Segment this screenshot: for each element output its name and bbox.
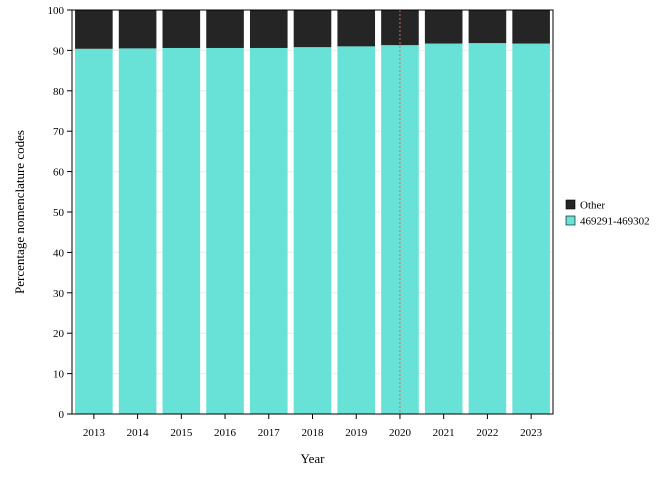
y-tick-label: 100: [48, 5, 65, 17]
y-tick-label: 90: [53, 45, 65, 57]
x-tick-label: 2019: [345, 427, 368, 439]
bar-other-2023: [512, 10, 550, 44]
bar-469291-469302-2015: [162, 47, 201, 414]
legend: Other 469291-469302: [565, 199, 650, 228]
legend-label-other: Other: [580, 200, 605, 212]
x-axis-title: Year: [301, 451, 326, 466]
x-tick-label: 2017: [258, 427, 281, 439]
bar-469291-469302-2023: [512, 43, 550, 414]
x-tick-label: 2015: [170, 427, 193, 439]
legend-swatch-other: [565, 199, 576, 210]
bar-469291-469302-2013: [75, 48, 113, 415]
x-tick-label: 2016: [214, 427, 237, 439]
y-axis: 0 10 20 30 40 50 60 70 80 90 100: [48, 5, 72, 421]
bar-other-2017: [249, 10, 288, 48]
bar-other-2015: [162, 10, 201, 48]
legend-label-469291-469302: 469291-469302: [580, 216, 650, 228]
x-tick-label: 2022: [476, 427, 498, 439]
x-tick-label: 2020: [389, 427, 412, 439]
y-tick-label: 0: [59, 409, 65, 421]
bar-469291-469302-2019: [337, 46, 376, 415]
bar-other-2021: [424, 10, 463, 44]
y-tick-label: 70: [53, 126, 65, 138]
bar-other-2022: [468, 10, 507, 44]
bars: [75, 10, 550, 415]
x-tick-label: 2021: [433, 427, 455, 439]
y-tick-label: 20: [53, 328, 65, 340]
bar-469291-469302-2022: [468, 43, 507, 415]
bar-other-2014: [118, 10, 157, 49]
y-tick-label: 10: [53, 369, 65, 381]
bar-469291-469302-2014: [118, 48, 157, 414]
y-tick-label: 30: [53, 288, 65, 300]
bar-other-2016: [206, 10, 244, 48]
bar-other-2018: [293, 10, 332, 48]
y-axis-title: Percentage nomenclature codes: [12, 130, 27, 294]
x-tick-label: 2013: [83, 427, 106, 439]
y-tick-label: 60: [53, 167, 65, 179]
bar-469291-469302-2016: [206, 47, 244, 414]
bar-469291-469302-2018: [293, 47, 332, 414]
y-tick-label: 80: [53, 86, 65, 98]
x-tick-label: 2014: [127, 427, 150, 439]
x-axis: 2013 2014 2015 2016 2017 2018 2019 2020 2021 2022…: [83, 414, 543, 439]
bar-469291-469302-2021: [424, 43, 463, 414]
x-tick-label: 2018: [302, 427, 325, 439]
y-tick-label: 40: [53, 247, 65, 259]
y-tick-label: 50: [53, 207, 65, 219]
bar-other-2013: [75, 10, 113, 49]
bar-469291-469302-2017: [249, 47, 288, 414]
legend-swatch-469291-469302: [565, 215, 576, 226]
x-tick-label: 2023: [520, 427, 543, 439]
bar-other-2019: [337, 10, 376, 47]
